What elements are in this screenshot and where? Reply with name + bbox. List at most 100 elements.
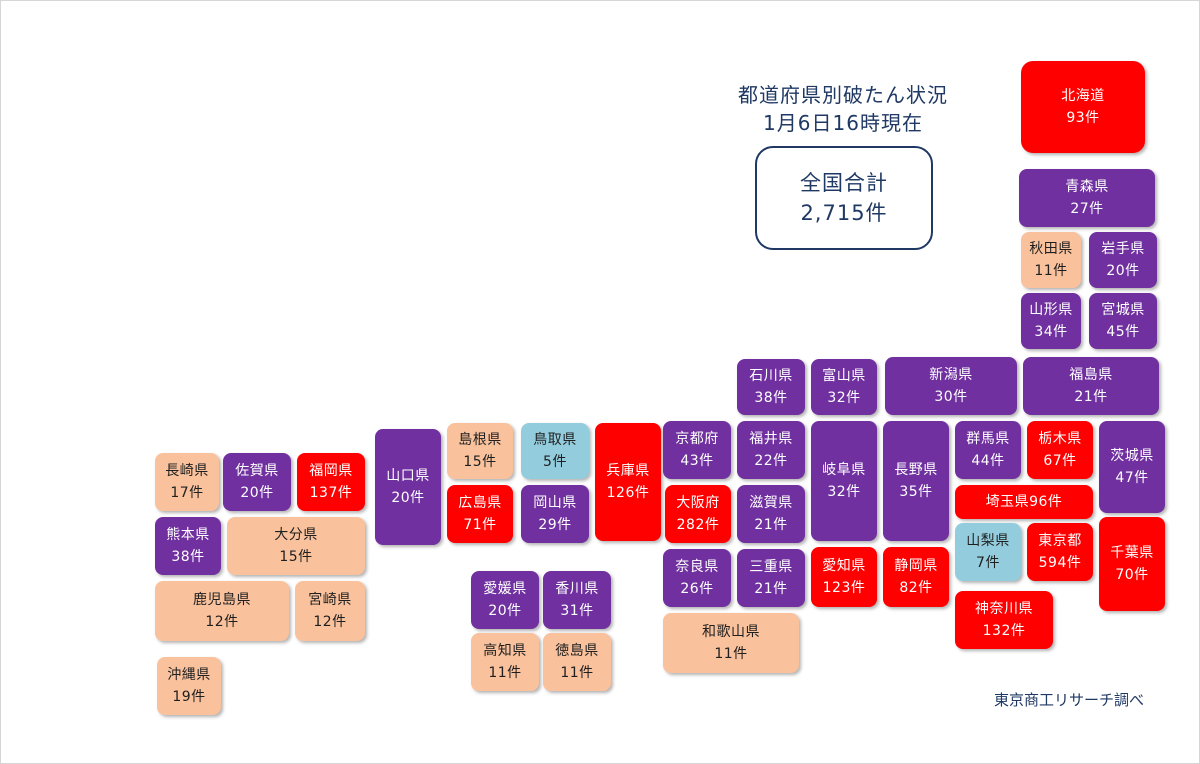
pref-name: 三重県 — [749, 559, 793, 575]
pref-toyama[interactable]: 富山県 32件 — [811, 359, 877, 415]
pref-count: 132件 — [982, 623, 1026, 639]
pref-name: 福井県 — [749, 431, 793, 447]
pref-ibaraki[interactable]: 茨城県 47件 — [1099, 421, 1165, 513]
pref-saitama[interactable]: 埼玉県 96件 — [955, 485, 1093, 519]
pref-name: 千葉県 — [1110, 545, 1154, 561]
pref-name: 熊本県 — [166, 527, 210, 543]
pref-yamaguchi[interactable]: 山口県 20件 — [375, 429, 441, 545]
pref-count: 7件 — [976, 555, 1000, 571]
pref-count: 96件 — [1029, 494, 1063, 510]
pref-name: 山梨県 — [966, 533, 1010, 549]
pref-count: 126件 — [606, 485, 650, 501]
pref-count: 47件 — [1115, 470, 1149, 486]
pref-count: 71件 — [463, 517, 497, 533]
pref-count: 32件 — [827, 484, 861, 500]
pref-mie[interactable]: 三重県 21件 — [737, 549, 805, 607]
pref-count: 34件 — [1034, 324, 1068, 340]
pref-count: 22件 — [754, 453, 788, 469]
pref-kagawa[interactable]: 香川県 31件 — [543, 571, 611, 629]
pref-okayama[interactable]: 岡山県 29件 — [521, 485, 589, 543]
pref-count: 15件 — [463, 454, 497, 470]
pref-count: 32件 — [827, 390, 861, 406]
pref-fukui[interactable]: 福井県 22件 — [737, 421, 805, 479]
pref-name: 富山県 — [822, 368, 866, 384]
pref-name: 島根県 — [458, 432, 502, 448]
pref-name: 岩手県 — [1101, 241, 1145, 257]
pref-niigata[interactable]: 新潟県 30件 — [885, 357, 1017, 415]
pref-iwate[interactable]: 岩手県 20件 — [1089, 232, 1157, 288]
pref-ishikawa[interactable]: 石川県 38件 — [737, 359, 805, 415]
pref-aomori[interactable]: 青森県 27件 — [1019, 169, 1155, 227]
date-text: 1月6日16時現在 — [763, 111, 923, 135]
pref-count: 12件 — [205, 614, 239, 630]
pref-kanagawa[interactable]: 神奈川県 132件 — [955, 591, 1053, 649]
pref-count: 20件 — [1106, 263, 1140, 279]
pref-name: 北海道 — [1061, 88, 1105, 104]
pref-ehime[interactable]: 愛媛県 20件 — [471, 571, 539, 629]
national-total-box: 全国合計 2,715件 — [755, 146, 933, 250]
pref-name: 山形県 — [1029, 302, 1073, 318]
pref-tottori[interactable]: 鳥取県 5件 — [521, 423, 589, 479]
pref-name: 新潟県 — [929, 367, 973, 383]
pref-name: 長崎県 — [165, 463, 209, 479]
pref-hokkaido[interactable]: 北海道 93件 — [1021, 61, 1145, 153]
pref-count: 20件 — [488, 603, 522, 619]
pref-count: 44件 — [971, 453, 1005, 469]
pref-kagoshima[interactable]: 鹿児島県 12件 — [155, 581, 289, 641]
pref-gifu[interactable]: 岐阜県 32件 — [811, 421, 877, 541]
pref-chiba[interactable]: 千葉県 70件 — [1099, 517, 1165, 611]
pref-shizuoka[interactable]: 静岡県 82件 — [883, 547, 949, 607]
pref-name: 奈良県 — [675, 559, 719, 575]
pref-shiga[interactable]: 滋賀県 21件 — [737, 485, 805, 543]
pref-count: 15件 — [279, 549, 313, 565]
pref-name: 大分県 — [274, 527, 318, 543]
pref-name: 愛媛県 — [483, 581, 527, 597]
pref-count: 20件 — [391, 490, 425, 506]
pref-name: 愛知県 — [822, 558, 866, 574]
pref-count: 38件 — [171, 549, 205, 565]
pref-name: 東京都 — [1038, 533, 1082, 549]
pref-yamagata[interactable]: 山形県 34件 — [1021, 293, 1081, 349]
pref-tokyo[interactable]: 東京都 594件 — [1027, 523, 1093, 581]
pref-count: 26件 — [680, 581, 714, 597]
pref-nagano[interactable]: 長野県 35件 — [883, 421, 949, 541]
pref-count: 19件 — [172, 689, 206, 705]
pref-akita[interactable]: 秋田県 11件 — [1021, 232, 1081, 288]
pref-count: 11件 — [1034, 263, 1068, 279]
pref-fukuoka[interactable]: 福岡県 137件 — [297, 453, 365, 511]
pref-wakayama[interactable]: 和歌山県 11件 — [663, 613, 799, 673]
pref-name: 徳島県 — [555, 643, 599, 659]
pref-count: 43件 — [680, 453, 714, 469]
pref-kyoto[interactable]: 京都府 43件 — [663, 421, 731, 479]
pref-nara[interactable]: 奈良県 26件 — [663, 549, 731, 607]
pref-miyagi[interactable]: 宮城県 45件 — [1089, 293, 1157, 349]
pref-count: 137件 — [309, 485, 353, 501]
pref-nagasaki[interactable]: 長崎県 17件 — [155, 453, 219, 511]
pref-miyazaki[interactable]: 宮崎県 12件 — [295, 581, 365, 641]
total-value: 2,715件 — [800, 201, 888, 225]
pref-name: 鹿児島県 — [193, 592, 251, 608]
pref-name: 群馬県 — [966, 431, 1010, 447]
pref-osaka[interactable]: 大阪府 282件 — [665, 485, 731, 543]
pref-aichi[interactable]: 愛知県 123件 — [811, 547, 877, 607]
pref-hyogo[interactable]: 兵庫県 126件 — [595, 423, 661, 541]
pref-kumamoto[interactable]: 熊本県 38件 — [155, 517, 221, 575]
pref-fukushima[interactable]: 福島県 21件 — [1023, 357, 1159, 415]
pref-tochigi[interactable]: 栃木県 67件 — [1027, 421, 1093, 479]
pref-shimane[interactable]: 島根県 15件 — [447, 423, 513, 479]
pref-name: 青森県 — [1065, 179, 1109, 195]
pref-name: 兵庫県 — [606, 463, 650, 479]
pref-yamanashi[interactable]: 山梨県 7件 — [955, 523, 1021, 581]
pref-name: 香川県 — [555, 581, 599, 597]
pref-kochi[interactable]: 高知県 11件 — [471, 633, 539, 691]
pref-count: 123件 — [822, 580, 866, 596]
pref-tokushima[interactable]: 徳島県 11件 — [543, 633, 611, 691]
pref-saga[interactable]: 佐賀県 20件 — [223, 453, 291, 511]
pref-name: 長野県 — [894, 462, 938, 478]
pref-hiroshima[interactable]: 広島県 71件 — [447, 485, 513, 543]
pref-gunma[interactable]: 群馬県 44件 — [955, 421, 1021, 479]
pref-okinawa[interactable]: 沖縄県 19件 — [157, 657, 221, 715]
pref-oita[interactable]: 大分県 15件 — [227, 517, 365, 575]
pref-name: 石川県 — [749, 368, 793, 384]
pref-count: 21件 — [754, 581, 788, 597]
